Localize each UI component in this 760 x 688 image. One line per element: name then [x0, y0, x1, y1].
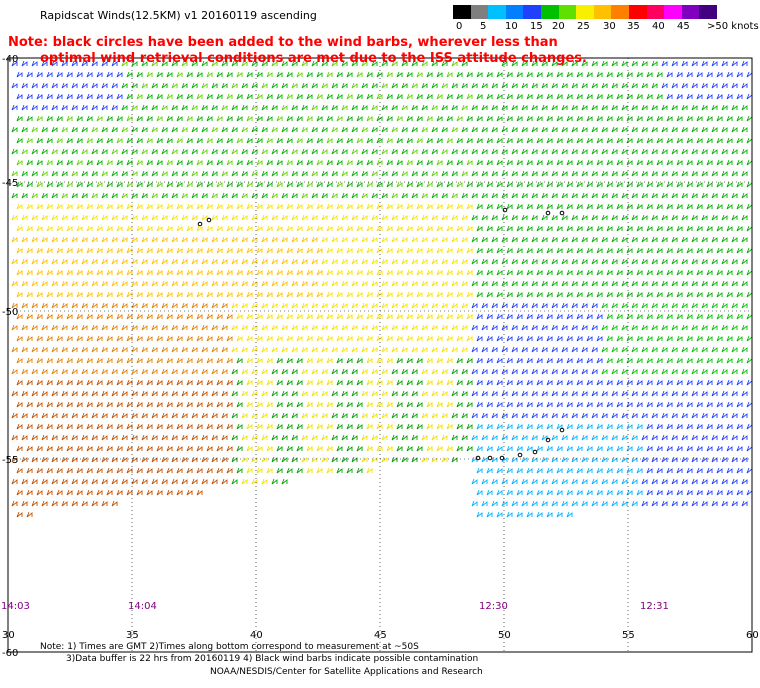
colorbar-labels: 0 5 10 15 20 25 30 35 40 45 >50 knots	[453, 21, 760, 33]
wind-barbs	[601, 302, 753, 375]
colorbar-swatch	[576, 5, 594, 19]
colorbar-label: 30	[603, 21, 616, 32]
latitude-label: -40	[2, 54, 18, 65]
footer-line-2: 3)Data buffer is 22 hrs from 20160119 4)…	[66, 654, 479, 664]
pass-time-label: 12:30	[479, 601, 508, 612]
colorbar-label: 0	[456, 21, 463, 32]
colorbar-label: 45	[677, 21, 690, 32]
quality-flag-circle	[502, 207, 508, 213]
colorbar-swatch	[646, 5, 665, 19]
note-line-1: Note: black circles have been added to t…	[8, 35, 558, 50]
colorbar-swatch	[470, 5, 489, 19]
colorbar-label: >50 knots	[707, 21, 759, 32]
quality-flag-circle	[487, 455, 493, 461]
wind-barbs	[11, 60, 753, 507]
wind-barbs	[231, 357, 473, 485]
colorbar-swatch	[593, 5, 612, 19]
quality-flag-circle	[475, 455, 481, 461]
wind-barbs	[11, 236, 323, 298]
colorbar-label: 40	[652, 21, 665, 32]
longitude-label: 30	[2, 630, 15, 641]
colorbar-swatch	[488, 5, 506, 19]
colorbar-label: 5	[480, 21, 487, 32]
quality-flag-circle	[545, 210, 551, 216]
longitude-label: 60	[746, 630, 759, 641]
pass-time-label: 14:04	[128, 601, 157, 612]
wind-barbs	[11, 302, 233, 375]
colorbar-swatch	[523, 5, 541, 19]
wind-barb-swath	[11, 60, 753, 518]
pass-time-label: 12:31	[640, 601, 669, 612]
quality-flag-circle	[559, 210, 565, 216]
quality-flag-circle	[559, 427, 565, 433]
colorbar-swatch	[558, 5, 577, 19]
footer-line-1: Note: 1) Times are GMT 2)Times along bot…	[40, 642, 419, 652]
quality-flag-circle	[517, 452, 523, 458]
wind-barbs	[11, 379, 233, 518]
quality-flag-circle	[532, 449, 538, 455]
footer-credit: NOAA/NESDIS/Center for Satellite Applica…	[210, 667, 483, 677]
wind-barbs	[11, 60, 753, 298]
lat-lon-grid	[7, 57, 753, 653]
colorbar-label: 10	[505, 21, 518, 32]
longitude-label: 40	[250, 630, 263, 641]
quality-flag-circle	[197, 221, 203, 227]
colorbar-label: 15	[530, 21, 543, 32]
colorbar-swatch	[628, 5, 647, 19]
latitude-label: -45	[2, 178, 18, 189]
wind-barbs	[241, 357, 453, 485]
wind-speed-colorbar	[453, 5, 717, 19]
quality-flag-circle	[545, 437, 551, 443]
latitude-label: -55	[2, 455, 18, 466]
pass-time-label: 14:03	[1, 601, 30, 612]
longitude-label: 50	[498, 630, 511, 641]
note-line-2: optimal wind retrieval conditions are me…	[40, 51, 587, 66]
longitude-label: 35	[126, 630, 139, 641]
wind-barbs	[11, 203, 473, 353]
colorbar-swatch	[681, 5, 700, 19]
colorbar-swatch	[611, 5, 629, 19]
colorbar-swatch	[505, 5, 524, 19]
axis-labels: -40 -45 -50 -55 -60 30 35 40 45 50 55 60 14:03 14:04 1…	[1, 54, 759, 659]
longitude-label: 45	[374, 630, 387, 641]
wind-barbs	[471, 423, 643, 518]
quality-flag-circle	[206, 217, 212, 223]
colorbar-label: 25	[577, 21, 590, 32]
colorbar-swatch	[540, 5, 559, 19]
latitude-label: -60	[2, 648, 18, 659]
map-title: Rapidscat Winds(12.5KM) v1 20160119 asce…	[40, 9, 317, 22]
colorbar-swatch	[453, 5, 471, 19]
colorbar-swatch	[699, 5, 717, 19]
latitude-label: -50	[2, 307, 18, 318]
wind-barbs	[11, 60, 473, 199]
colorbar-label: 20	[552, 21, 565, 32]
longitude-label: 55	[622, 630, 635, 641]
colorbar-label: 35	[627, 21, 640, 32]
colorbar-swatch	[664, 5, 682, 19]
